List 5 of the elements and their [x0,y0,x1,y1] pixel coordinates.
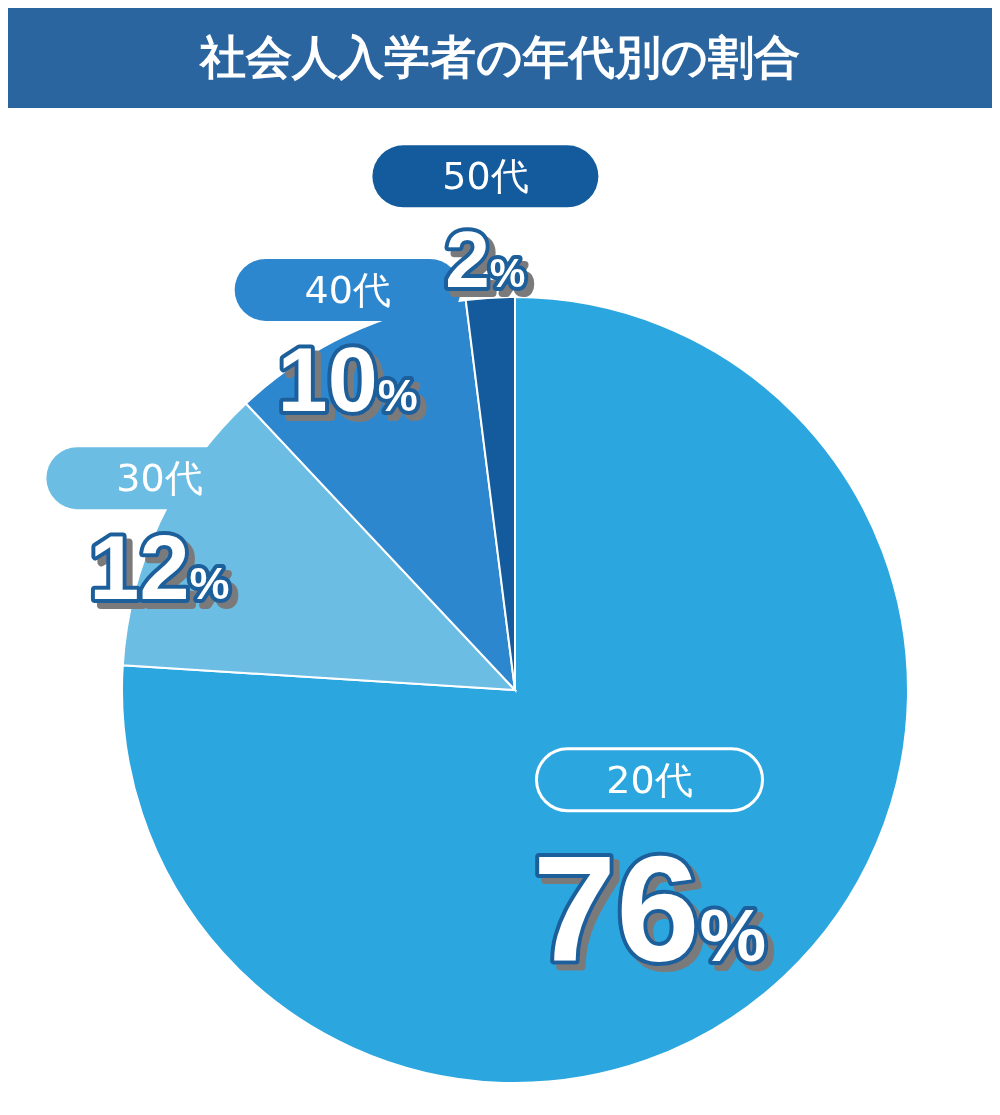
slice-label: 50代 [442,154,529,199]
slice-label: 20代 [606,757,693,802]
slice-label: 40代 [304,267,391,312]
chart-title: 社会人入学者の年代別の割合 [8,8,992,108]
slice-label: 30代 [116,456,203,501]
